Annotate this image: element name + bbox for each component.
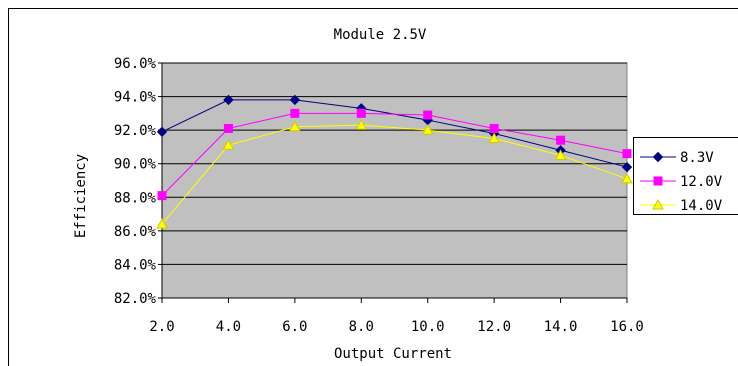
plot-area	[161, 62, 628, 299]
y-tick-label: 94.0%	[114, 90, 157, 106]
data-point	[489, 123, 499, 133]
data-point	[355, 119, 368, 130]
data-point	[621, 172, 633, 184]
y-tick-label: 92.0%	[114, 123, 157, 139]
series-1	[157, 108, 632, 201]
data-point	[556, 135, 566, 145]
chart-title: Module 2.5V	[334, 27, 427, 43]
x-tick-label: 4.0	[216, 319, 241, 335]
y-tick-label: 82.0%	[114, 291, 157, 307]
legend-label: 14.0V	[680, 198, 723, 214]
y-tick-label: 96.0%	[114, 56, 157, 72]
x-tick-label: 16.0	[610, 319, 644, 335]
data-point	[222, 139, 235, 150]
series-2	[156, 119, 633, 229]
legend-swatch-marker	[652, 151, 664, 163]
data-point	[423, 110, 433, 120]
legend-item: 14.0V	[640, 198, 723, 214]
legend-item: 8.3V	[640, 150, 714, 166]
data-point	[289, 120, 301, 132]
x-tick-label: 10.0	[411, 319, 445, 335]
data-point	[156, 126, 168, 138]
data-point	[421, 124, 434, 135]
y-tick-label: 86.0%	[114, 224, 157, 240]
x-tick-label: 8.0	[349, 319, 374, 335]
y-tick-label: 88.0%	[114, 190, 157, 206]
data-point	[290, 108, 300, 118]
x-tick-label: 2.0	[149, 319, 174, 335]
y-axis-title: Efficiency	[73, 154, 89, 238]
series-line	[161, 112, 628, 196]
x-tick-label: 14.0	[544, 319, 578, 335]
data-point	[156, 218, 168, 229]
legend-label: 12.0V	[680, 174, 723, 190]
data-point	[622, 149, 632, 159]
legend-swatch-marker	[653, 176, 663, 186]
x-tick-label: 6.0	[282, 319, 307, 335]
axis-ticks: 82.0% 84.0% 86.0% 88.0% 90.0% 92.0% 94.0% 96.0%…	[114, 56, 644, 335]
data-point	[554, 149, 567, 160]
y-tick-label: 84.0%	[114, 257, 157, 273]
series-line	[161, 124, 628, 225]
data-point	[223, 123, 233, 133]
data-point	[289, 94, 301, 106]
legend: 8.3V 12.0V 14.0V	[633, 137, 738, 215]
legend-label: 8.3V	[680, 150, 714, 166]
legend-swatch-marker	[652, 198, 664, 210]
legend-item: 12.0V	[640, 174, 723, 190]
series-layer	[156, 94, 633, 229]
data-point	[621, 161, 633, 173]
x-tick-label: 12.0	[477, 319, 511, 335]
legend-box	[633, 137, 738, 215]
data-point	[488, 132, 500, 144]
y-tick-label: 90.0%	[114, 157, 157, 173]
data-point	[223, 94, 234, 106]
data-point	[356, 108, 366, 118]
x-axis-title: Output Current	[334, 346, 452, 362]
data-point	[157, 191, 167, 201]
